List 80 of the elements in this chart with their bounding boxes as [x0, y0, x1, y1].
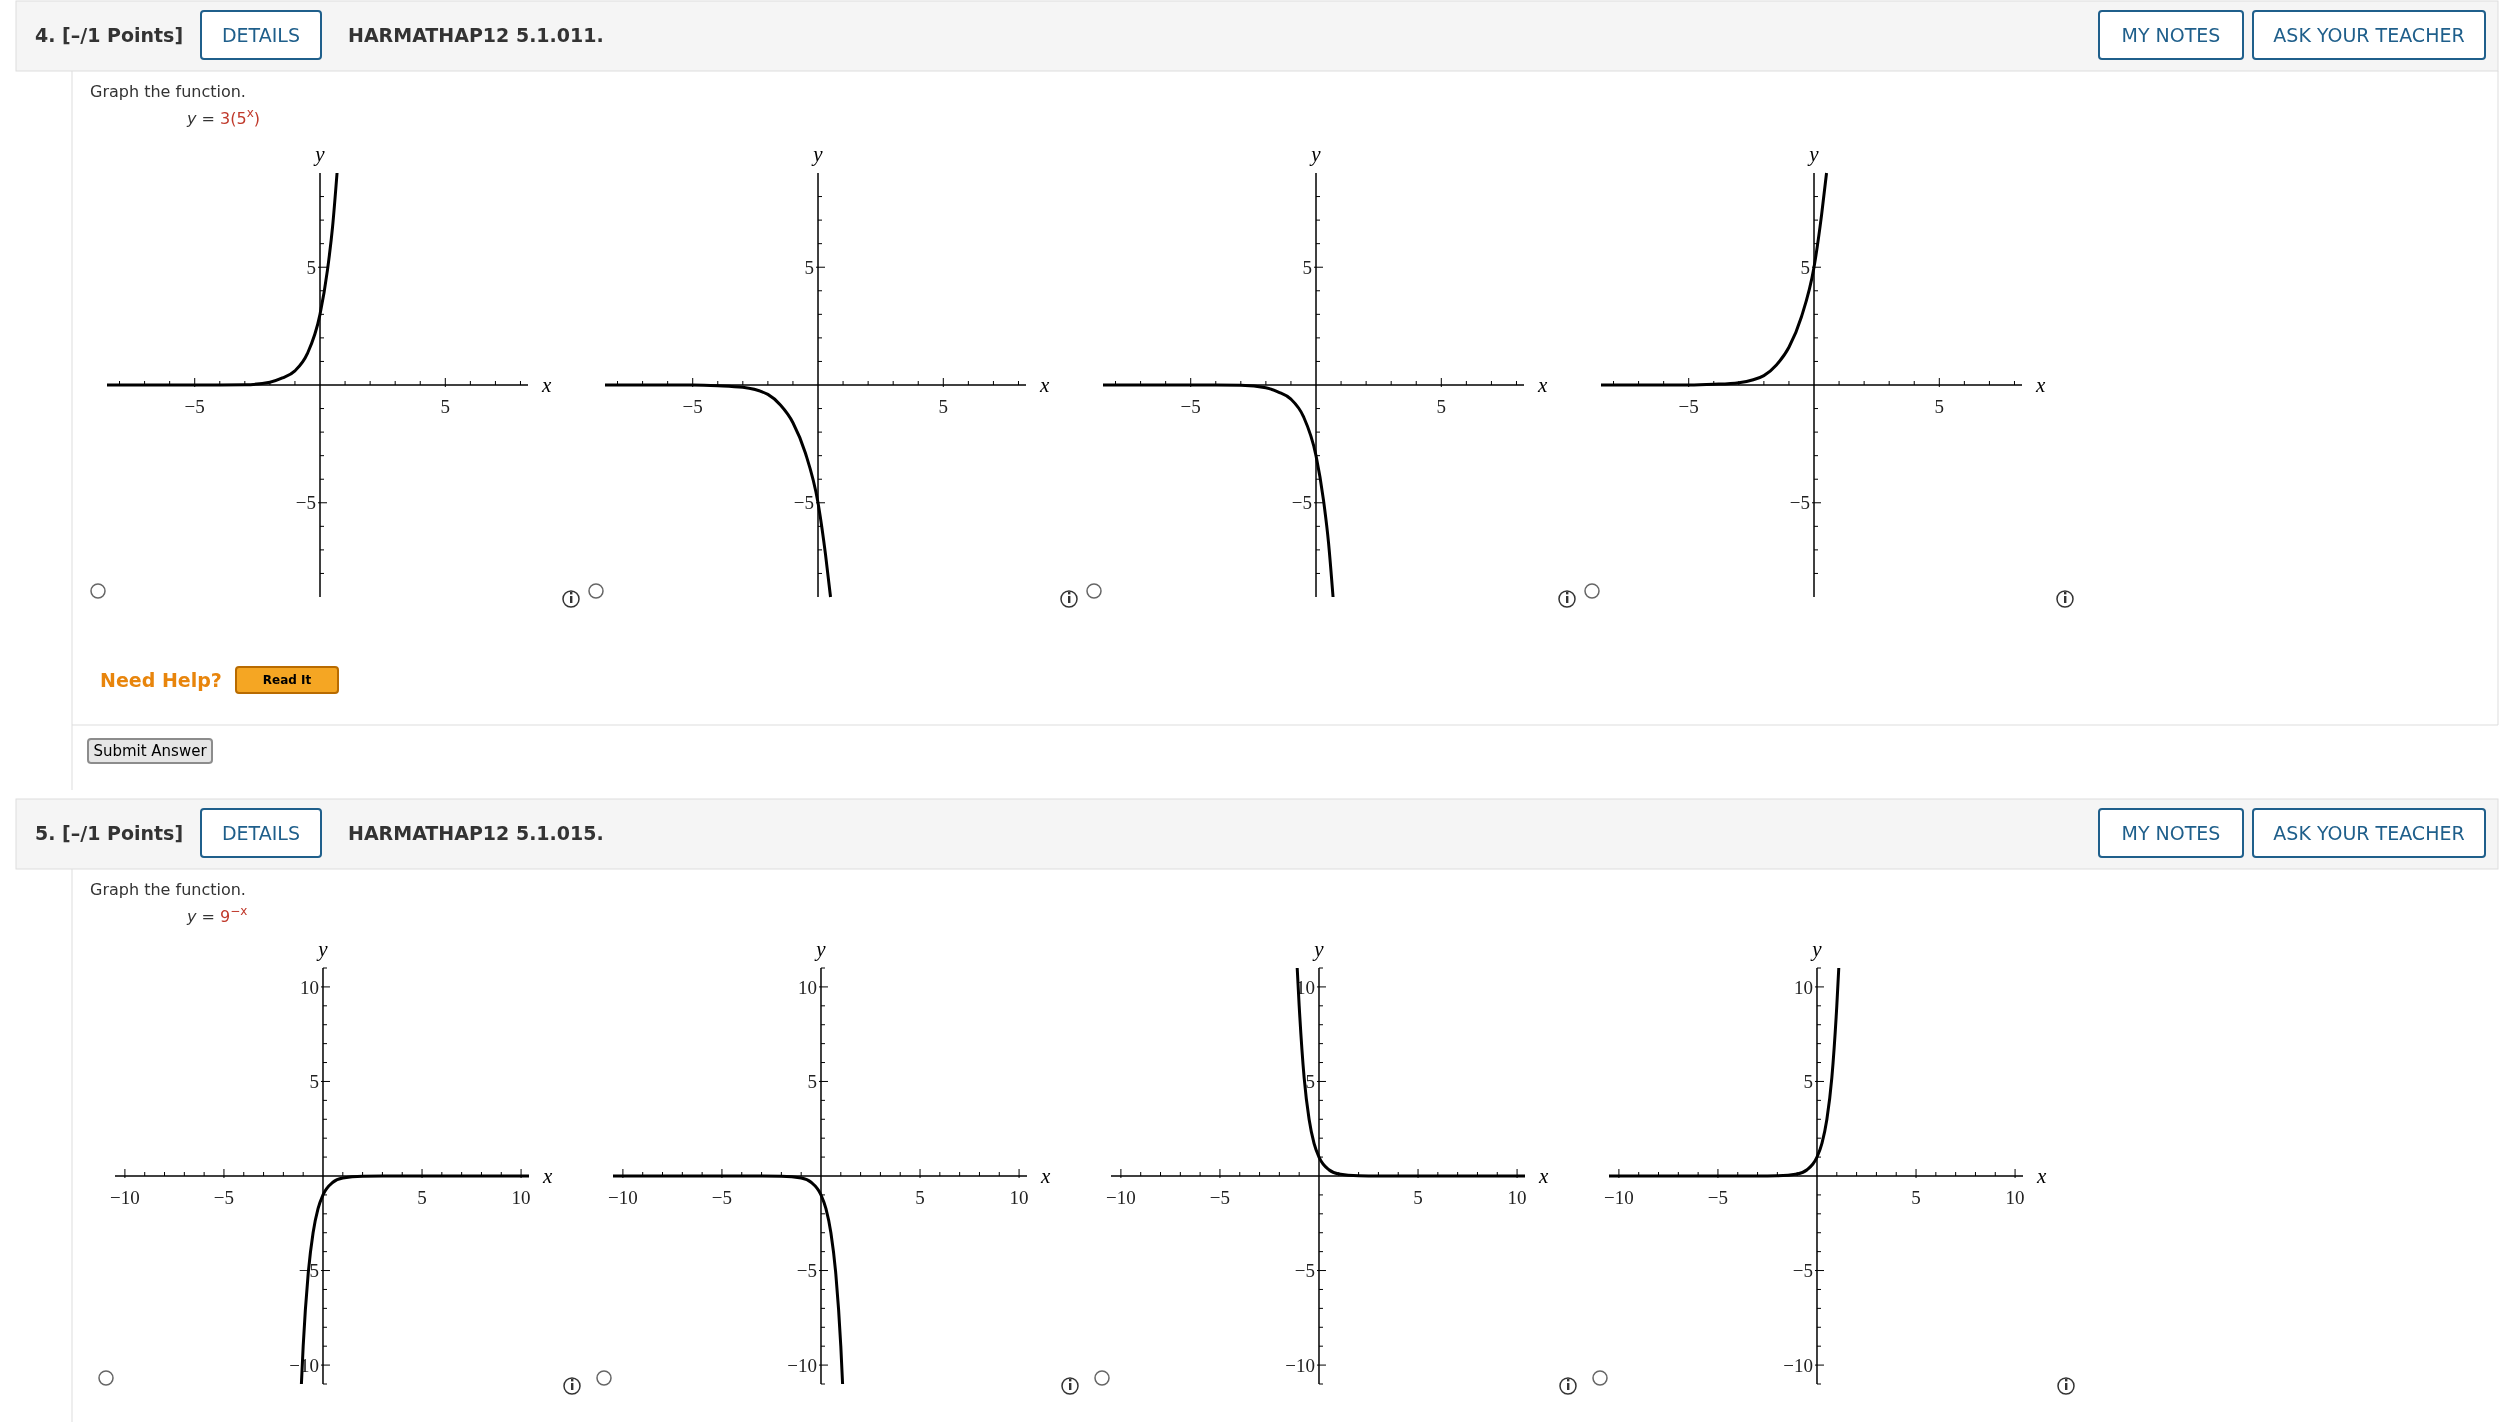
y-axis-title: y [313, 142, 326, 166]
text: DETAILS [221, 23, 301, 46]
y-tick-label: 10 [1793, 976, 1813, 998]
x-tick-label: −5 [1209, 1187, 1231, 1208]
text: Read It [262, 673, 312, 688]
y-tick-label: −5 [1792, 1260, 1813, 1282]
text: Graph the function. [90, 880, 246, 899]
x-axis-title: x [1538, 1164, 1549, 1189]
text: ASK YOUR TEACHER [2273, 23, 2465, 46]
y-tick-label: −5 [793, 492, 815, 514]
x-tick-label: −5 [1678, 396, 1699, 417]
text: 5. [–/1 Points] [35, 822, 184, 844]
y-tick-label: −5 [295, 492, 317, 514]
text: Graph the function. [90, 82, 246, 101]
x-tick-label: 5 [1934, 396, 1945, 417]
y-axis-title: y [1807, 142, 1820, 166]
y-axis-title: y [814, 937, 827, 961]
text: DETAILS [221, 821, 301, 844]
x-tick-label: −5 [1180, 396, 1201, 417]
x-tick-label: 5 [915, 1187, 925, 1208]
y-tick-label: −5 [1789, 492, 1811, 514]
x-tick-label: −5 [711, 1187, 733, 1208]
y-axis-title: y [1312, 937, 1325, 961]
y-tick-label: 5 [1800, 256, 1811, 278]
text: MY NOTES [2121, 821, 2221, 844]
x-tick-label: 5 [938, 396, 949, 417]
x-tick-label: 10 [2005, 1187, 2025, 1208]
y-axis-title: y [1309, 142, 1322, 166]
y-tick-label: 5 [1305, 1071, 1315, 1093]
x-tick-label: 5 [1911, 1187, 1921, 1208]
x-tick-label: −10 [608, 1187, 638, 1208]
y-tick-label: −5 [1294, 1260, 1315, 1282]
x-tick-label: 10 [1009, 1187, 1029, 1208]
text: y = [186, 109, 221, 128]
y-tick-label: 5 [1302, 256, 1313, 278]
x-tick-label: 10 [511, 1187, 531, 1208]
text: 4. [–/1 Points] [35, 24, 184, 46]
x-axis-title: x [541, 373, 552, 398]
x-tick-label: 5 [1436, 396, 1447, 417]
text: y = [186, 907, 221, 926]
y-tick-label: 10 [797, 976, 817, 998]
y-tick-label: 5 [309, 1071, 319, 1093]
x-tick-label: −5 [184, 396, 205, 417]
x-tick-label: −10 [1106, 1187, 1136, 1208]
x-axis-title: x [2035, 373, 2046, 398]
y-tick-label: 5 [807, 1071, 817, 1093]
text: HARMATHAP12 5.1.015. [348, 822, 604, 844]
x-tick-label: 10 [1507, 1187, 1527, 1208]
x-axis-title: x [2036, 1164, 2047, 1189]
text: 9$^{−x}$ [220, 904, 248, 926]
x-axis-title: x [1040, 1164, 1051, 1189]
y-tick-label: −10 [787, 1354, 817, 1376]
x-tick-label: −5 [213, 1187, 235, 1208]
x-tick-label: 5 [417, 1187, 427, 1208]
y-tick-label: −10 [1783, 1354, 1813, 1376]
y-tick-label: 5 [804, 256, 815, 278]
y-axis-title: y [316, 937, 329, 961]
text: MY NOTES [2121, 23, 2221, 46]
x-tick-label: −5 [682, 396, 703, 417]
y-tick-label: 5 [1803, 1071, 1813, 1093]
x-axis-title: x [542, 1164, 553, 1189]
text: 3(5$^{x}$) [220, 106, 261, 128]
x-tick-label: 5 [440, 396, 451, 417]
text: Need Help? [100, 669, 222, 691]
y-axis-title: y [811, 142, 824, 166]
text: Submit Answer [93, 742, 208, 761]
y-tick-label: 10 [299, 976, 319, 998]
text: HARMATHAP12 5.1.011. [348, 24, 604, 46]
x-tick-label: −10 [110, 1187, 140, 1208]
x-tick-label: −5 [1707, 1187, 1729, 1208]
x-tick-label: −10 [1604, 1187, 1634, 1208]
y-axis-title: y [1810, 937, 1823, 961]
x-axis-title: x [1039, 373, 1050, 398]
y-tick-label: −5 [796, 1260, 817, 1282]
x-axis-title: x [1537, 373, 1548, 398]
text: ASK YOUR TEACHER [2273, 821, 2465, 844]
y-tick-label: −5 [1291, 492, 1313, 514]
y-tick-label: 5 [306, 256, 317, 278]
y-tick-label: −10 [1285, 1354, 1315, 1376]
x-tick-label: 5 [1413, 1187, 1423, 1208]
